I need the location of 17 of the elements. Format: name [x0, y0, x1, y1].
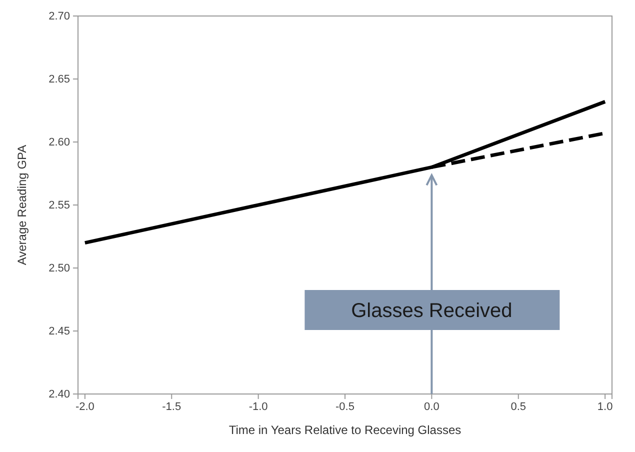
x-tick-label: -0.5	[336, 400, 354, 413]
y-tick-label: 2.45	[48, 326, 70, 338]
y-tick-label: 2.60	[48, 136, 70, 149]
y-tick-label: 2.65	[48, 74, 70, 86]
x-tick-label: -1.5	[162, 400, 182, 413]
x-tick-label: 1.0	[597, 400, 613, 413]
x-tick-label: -1.0	[248, 400, 268, 413]
x-tick-label: 0.0	[424, 400, 440, 413]
y-tick-label: 2.50	[48, 262, 70, 275]
y-tick-label: 2.70	[48, 10, 70, 23]
annotation: Glasses Received	[351, 300, 512, 322]
x-tick-label: 0.5	[510, 400, 526, 413]
x-axis-title: Time in Years Relative to Receving Glasses	[228, 423, 462, 437]
y-tick-label: 2.40	[48, 388, 70, 401]
x-tick-label: -2.0	[75, 400, 94, 413]
y-tick-label: 2.55	[48, 200, 70, 212]
y-axis-title: Average Reading GPA	[15, 144, 29, 266]
